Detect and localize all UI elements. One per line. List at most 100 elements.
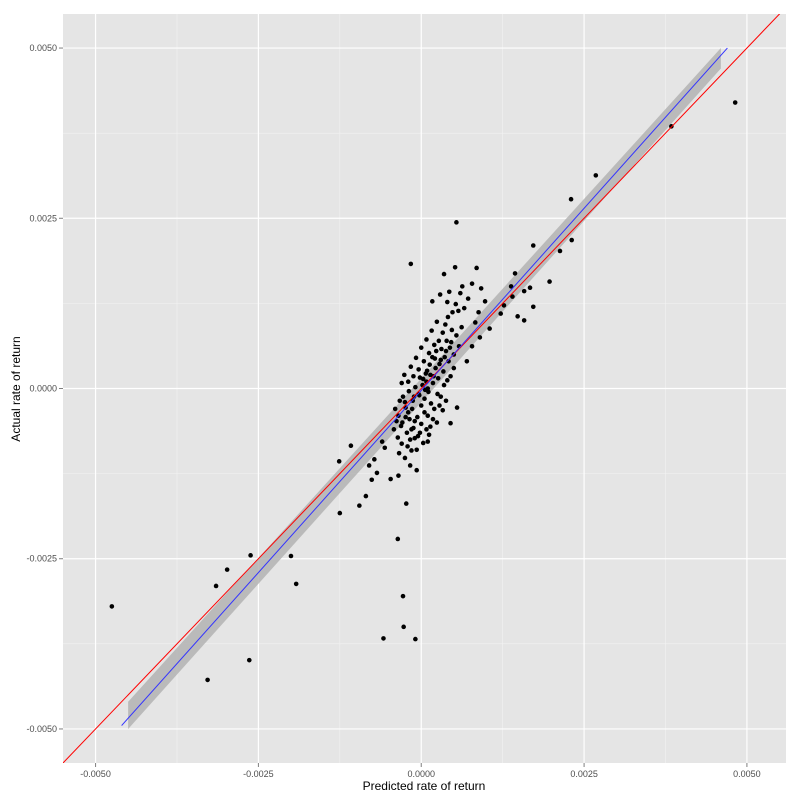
data-point (446, 358, 451, 364)
data-point (447, 345, 453, 350)
data-point (425, 439, 431, 444)
data-point (478, 286, 484, 291)
data-point (441, 382, 447, 388)
data-point (444, 299, 450, 305)
data-point (443, 398, 449, 404)
data-point (402, 372, 407, 378)
data-point (451, 365, 457, 371)
y-tick-label: 0.0000 (29, 384, 57, 394)
data-point (422, 410, 427, 415)
data-point (527, 285, 533, 291)
data-point (399, 441, 405, 446)
data-point (521, 318, 527, 323)
data-point (391, 427, 397, 432)
data-point (424, 368, 430, 374)
data-point (408, 364, 414, 370)
data-point (400, 394, 406, 399)
data-point (444, 338, 449, 344)
data-point (424, 337, 429, 342)
data-point (432, 356, 438, 361)
data-point (425, 413, 431, 419)
data-point (293, 581, 299, 587)
data-point (469, 281, 475, 286)
data-point (431, 406, 437, 412)
data-point (459, 324, 464, 330)
data-point (464, 358, 470, 364)
data-point (521, 288, 527, 294)
data-point (469, 343, 475, 349)
data-point (515, 314, 520, 319)
data-point (369, 477, 375, 483)
data-point (435, 375, 441, 381)
data-point (530, 243, 536, 248)
data-point (422, 387, 428, 393)
data-point (402, 399, 408, 405)
data-point (443, 322, 448, 327)
data-point (414, 467, 419, 473)
reference-line (63, 14, 781, 763)
x-tick-label: -0.0050 (80, 769, 111, 779)
data-point (450, 309, 455, 315)
data-point (487, 326, 492, 331)
data-point (415, 433, 421, 439)
data-point (414, 447, 419, 453)
data-point (568, 196, 574, 202)
data-point (530, 304, 536, 310)
data-point (418, 421, 424, 427)
data-point (430, 380, 436, 386)
data-point (396, 473, 401, 478)
data-point (433, 348, 439, 354)
data-point (448, 339, 454, 345)
data-point (440, 330, 446, 335)
y-tick-label: -0.0050 (26, 724, 57, 734)
x-tick-label: 0.0025 (570, 769, 598, 779)
data-point (416, 367, 421, 372)
data-point (412, 418, 418, 424)
x-tick-label: 0.0050 (733, 769, 761, 779)
data-point (413, 636, 418, 642)
data-points (109, 100, 738, 683)
data-point (403, 501, 409, 506)
data-point (459, 284, 465, 289)
data-point (400, 420, 405, 425)
data-point (337, 510, 343, 516)
data-point (407, 437, 413, 442)
y-axis-title: Actual rate of return (9, 336, 23, 441)
data-point (430, 299, 435, 304)
data-point (429, 328, 434, 333)
data-point (438, 357, 444, 363)
data-point (415, 414, 420, 420)
y-tick-label: 0.0050 (29, 43, 57, 53)
data-point (213, 583, 219, 589)
data-point (411, 425, 416, 431)
data-point (435, 391, 440, 397)
data-point (456, 308, 461, 314)
data-point (441, 271, 447, 277)
data-point (477, 335, 483, 340)
data-point (405, 444, 410, 449)
data-point (407, 463, 413, 468)
x-axis-ticks: -0.0050 -0.0025 0.0000 0.0025 0.0050 (80, 763, 761, 779)
data-point (465, 296, 471, 301)
x-tick-label: -0.0025 (243, 769, 274, 779)
data-point (246, 657, 252, 663)
data-point (426, 432, 432, 438)
data-point (427, 362, 433, 367)
data-point (372, 457, 377, 462)
data-point (224, 567, 230, 572)
data-point (508, 284, 514, 289)
data-point (461, 305, 467, 311)
data-point (439, 346, 444, 352)
data-point (404, 430, 410, 436)
data-point (411, 373, 416, 379)
data-point (448, 420, 453, 426)
data-point (395, 536, 401, 542)
data-point (288, 553, 294, 559)
data-point (405, 410, 411, 415)
data-point (557, 248, 563, 254)
data-point (336, 459, 342, 464)
data-point (437, 403, 442, 408)
data-point (405, 379, 411, 384)
data-point (379, 439, 385, 444)
data-point (417, 430, 423, 436)
